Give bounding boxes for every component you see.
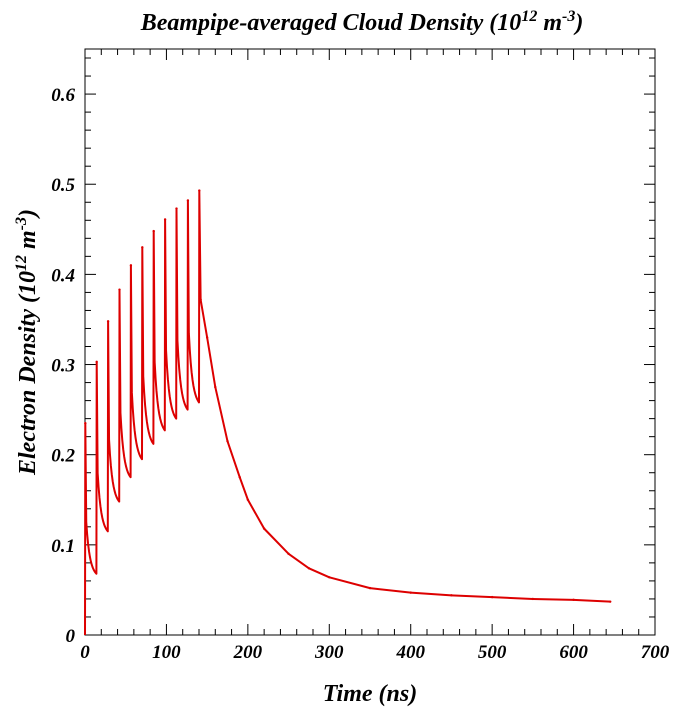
decay-point xyxy=(226,439,229,443)
ylabel-mid: m xyxy=(15,230,41,255)
decay-point xyxy=(572,598,575,602)
title: Beampipe-averaged Cloud Density (10 xyxy=(140,10,522,36)
x-tick-label: 600 xyxy=(559,642,588,663)
bunch-peak-point xyxy=(198,189,201,192)
bunch-peak-point xyxy=(152,229,155,233)
decay-point xyxy=(409,591,412,594)
y-tick-label: 0 xyxy=(66,626,76,647)
title-sup2: -3 xyxy=(562,8,575,25)
x-tick-label: 300 xyxy=(314,642,344,663)
decay-point xyxy=(246,498,250,501)
decay-point xyxy=(609,600,612,603)
decay-point xyxy=(328,576,331,579)
series-line xyxy=(84,189,611,636)
y-axis-label: Electron Density (1012 m-3) xyxy=(13,209,41,476)
decay-point xyxy=(490,595,494,599)
decay-point xyxy=(238,476,241,479)
title-mid: m xyxy=(537,10,562,36)
y-tick-label: 0.6 xyxy=(51,85,75,106)
decay-point xyxy=(287,552,290,556)
bunch-peak-point xyxy=(84,421,87,425)
bunch-peak-point xyxy=(141,246,144,249)
bunch-peak-point xyxy=(175,207,178,210)
x-tick-label: 200 xyxy=(233,642,263,663)
decay-point xyxy=(199,298,202,301)
plot-frame xyxy=(84,48,656,636)
bunch-peak-point xyxy=(186,199,190,202)
decay-point xyxy=(214,385,217,389)
title-end: ) xyxy=(573,10,583,36)
x-tick-label: 500 xyxy=(478,642,507,663)
ylabel: Electron Density (10 xyxy=(15,271,41,476)
chart-title: Beampipe-averaged Cloud Density (1012 m-… xyxy=(140,8,584,36)
bunch-peak-point xyxy=(118,288,121,291)
x-axis-label: Time (ns) xyxy=(323,681,417,707)
x-tick-label: 400 xyxy=(395,642,425,663)
decay-point xyxy=(531,597,535,601)
y-tick-label: 0.5 xyxy=(51,175,75,196)
decay-point xyxy=(262,527,266,530)
decay-point xyxy=(368,586,372,590)
title-sup: 12 xyxy=(521,8,537,25)
decay-point xyxy=(205,336,209,339)
decay-point xyxy=(450,594,453,597)
bunch-peak-point xyxy=(129,264,133,267)
bunch-peak-point xyxy=(163,218,167,221)
ylabel-sup: 12 xyxy=(13,255,30,271)
tick-labels: 0 100 200 300 400 500 600 700 0 0.1 0.2 0.3 0.4 0.5 0.… xyxy=(51,85,670,663)
y-tick-label: 0.2 xyxy=(51,446,75,467)
series-group xyxy=(84,189,612,636)
y-tick-label: 0.4 xyxy=(51,265,75,286)
axis-ticks xyxy=(84,49,656,636)
bunch-peak-point xyxy=(106,320,110,323)
ylabel-sup2: -3 xyxy=(13,217,30,230)
x-tick-label: 0 xyxy=(80,642,90,663)
ylabel-end: ) xyxy=(15,209,41,219)
decay-point xyxy=(307,567,311,570)
x-tick-label: 700 xyxy=(641,642,670,663)
y-tick-label: 0.3 xyxy=(51,356,75,377)
x-tick-label: 100 xyxy=(152,642,181,663)
bunch-peak-point xyxy=(95,360,98,364)
y-tick-label: 0.1 xyxy=(51,536,75,557)
